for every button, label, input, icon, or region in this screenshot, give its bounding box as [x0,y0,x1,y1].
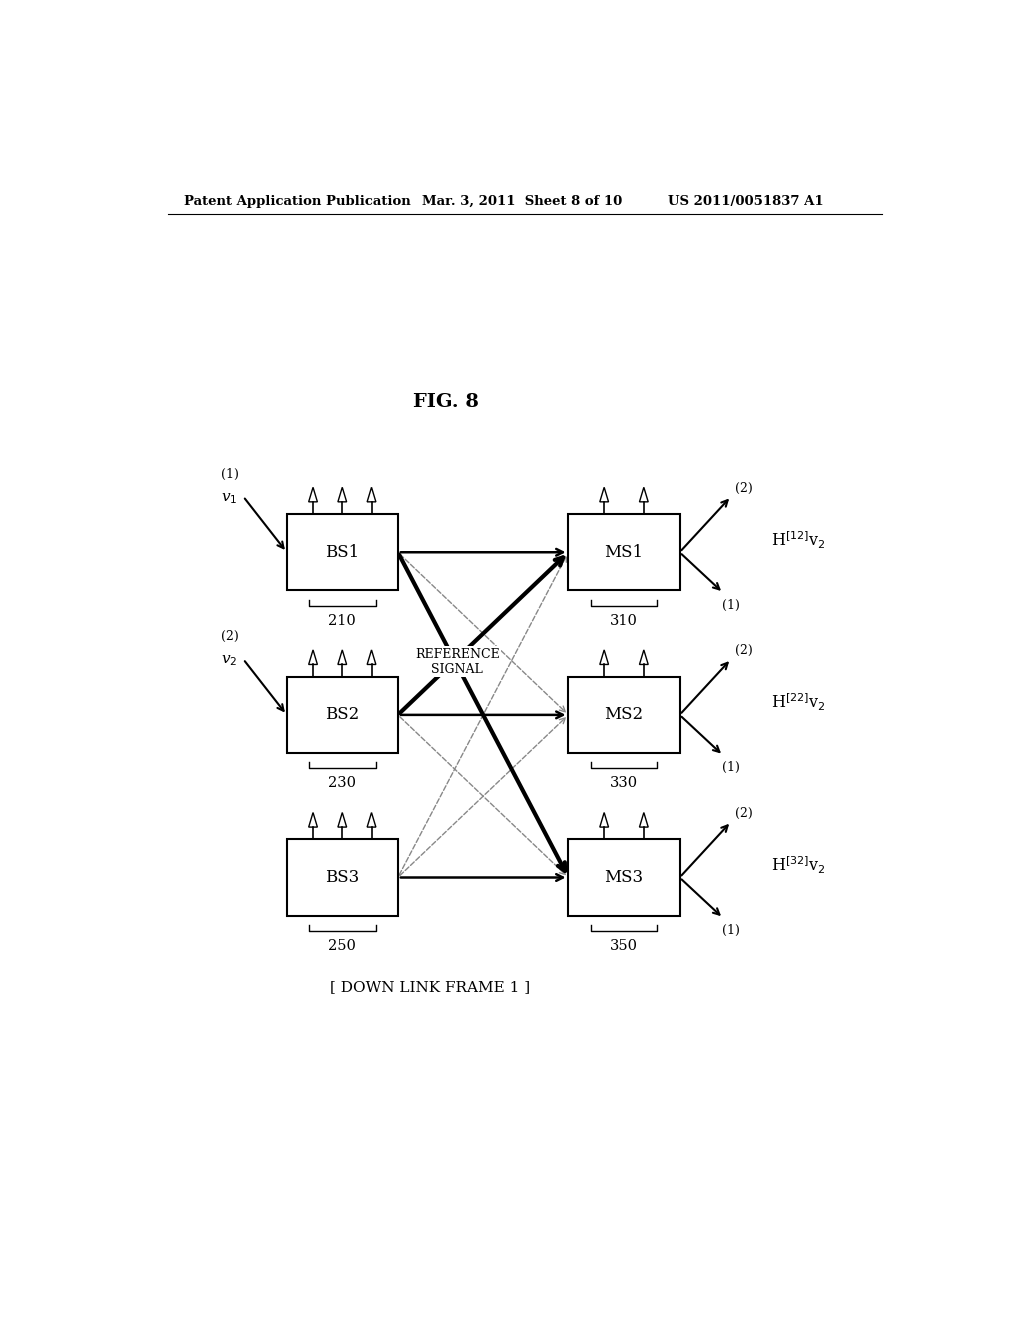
Text: (2): (2) [221,630,239,643]
Text: (1): (1) [722,598,739,611]
FancyBboxPatch shape [568,677,680,752]
Text: (2): (2) [735,644,753,657]
FancyBboxPatch shape [287,840,397,916]
Text: H$^{[32]}$v$_2$: H$^{[32]}$v$_2$ [771,854,825,876]
Text: US 2011/0051837 A1: US 2011/0051837 A1 [668,194,823,207]
Text: 210: 210 [329,614,356,628]
Text: 350: 350 [610,939,638,953]
Text: v$_1$: v$_1$ [220,491,237,506]
Text: MS3: MS3 [604,869,643,886]
Text: MS1: MS1 [604,544,643,561]
Text: Mar. 3, 2011  Sheet 8 of 10: Mar. 3, 2011 Sheet 8 of 10 [422,194,622,207]
Text: BS3: BS3 [326,869,359,886]
Text: (2): (2) [735,482,753,495]
Text: BS1: BS1 [326,544,359,561]
Text: 330: 330 [610,776,638,791]
Text: v$_2$: v$_2$ [220,653,237,668]
Text: FIG. 8: FIG. 8 [413,393,478,412]
Text: 230: 230 [329,776,356,791]
Text: 310: 310 [610,614,638,628]
FancyBboxPatch shape [287,515,397,590]
Text: H$^{[12]}$v$_2$: H$^{[12]}$v$_2$ [771,529,825,550]
Text: (1): (1) [722,924,739,937]
FancyBboxPatch shape [568,515,680,590]
FancyBboxPatch shape [568,840,680,916]
Text: Patent Application Publication: Patent Application Publication [183,194,411,207]
Text: (1): (1) [722,762,739,775]
Text: REFERENCE
SIGNAL: REFERENCE SIGNAL [415,648,500,676]
Text: 250: 250 [329,939,356,953]
Text: (1): (1) [220,467,239,480]
Text: H$^{[22]}$v$_2$: H$^{[22]}$v$_2$ [771,692,825,713]
Text: MS2: MS2 [604,706,643,723]
Text: BS2: BS2 [326,706,359,723]
Text: [ DOWN LINK FRAME 1 ]: [ DOWN LINK FRAME 1 ] [330,979,529,994]
Text: (2): (2) [735,807,753,820]
FancyBboxPatch shape [287,677,397,752]
